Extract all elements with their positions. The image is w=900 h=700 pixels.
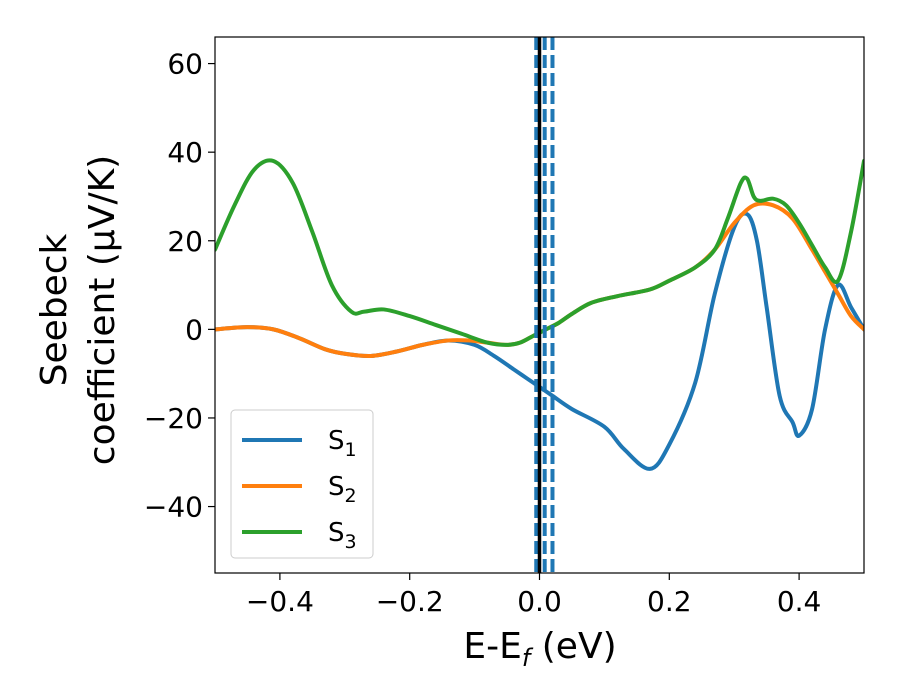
- x-tick-label: 0.4: [777, 585, 822, 618]
- x-axis: −0.4 −0.2 0.0 0.2 0.4: [246, 573, 821, 618]
- y-tick-label: −20: [144, 402, 203, 435]
- legend-label-main: S: [328, 518, 345, 548]
- legend-label-subscript: 1: [345, 439, 357, 461]
- legend-label-subscript: 2: [345, 485, 357, 507]
- x-tick-label: 0.2: [647, 585, 692, 618]
- plot-area: [215, 37, 864, 573]
- y-tick-label: 20: [167, 225, 203, 258]
- legend-label-s2: S2: [328, 472, 357, 507]
- legend-label-subscript: 3: [345, 531, 357, 553]
- x-axis-label: E-Ef (eV): [463, 626, 616, 672]
- y-tick-label: 0: [185, 313, 203, 346]
- x-axis-label-main: E-E: [463, 626, 521, 667]
- legend-label-main: S: [328, 426, 345, 456]
- series-line-s3: [215, 158, 864, 347]
- y-axis: −40 −20 0 20 40 60: [144, 48, 215, 524]
- y-axis-label-line1: Seebeck: [34, 233, 75, 386]
- legend-label-main: S: [328, 472, 345, 502]
- y-tick-label: −40: [144, 491, 203, 524]
- y-tick-label: 60: [167, 48, 203, 81]
- x-tick-label: 0.0: [517, 585, 562, 618]
- x-axis-label-unit: (eV): [530, 626, 616, 667]
- y-axis-label-line2: coefficient (μV/K): [82, 155, 123, 465]
- y-tick-label: 40: [167, 136, 203, 169]
- legend-label-s1: S1: [328, 426, 357, 461]
- x-tick-label: −0.2: [376, 585, 444, 618]
- x-tick-label: −0.4: [246, 585, 314, 618]
- legend-label-s3: S3: [328, 518, 357, 553]
